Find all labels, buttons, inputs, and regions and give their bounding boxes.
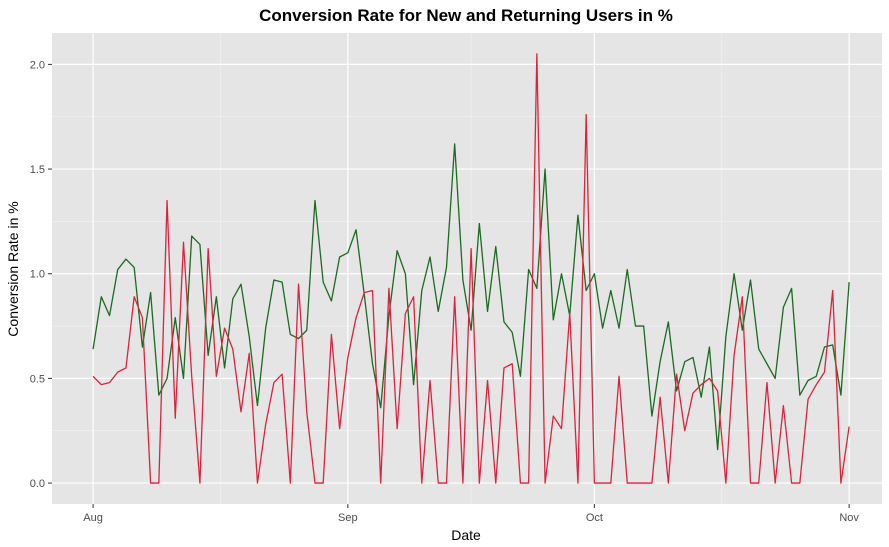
x-tick-label: Oct xyxy=(586,512,603,524)
x-tick-label: Nov xyxy=(839,512,859,524)
y-tick-label: 0.5 xyxy=(30,373,45,385)
minor-grid xyxy=(52,33,882,504)
y-tick-label: 1.0 xyxy=(30,269,45,281)
series-line-0 xyxy=(92,143,850,451)
y-axis: 0.0 0.5 1.0 1.5 2.0 xyxy=(30,59,52,490)
plot-panel xyxy=(52,33,882,504)
x-axis-title: Date xyxy=(451,527,481,543)
y-tick-label: 0.0 xyxy=(30,478,45,490)
y-tick-label: 1.5 xyxy=(30,164,45,176)
x-axis: Aug Sep Oct Nov xyxy=(83,504,859,524)
series-line-1 xyxy=(92,53,850,484)
x-tick-label: Aug xyxy=(83,512,103,524)
series-layer xyxy=(92,53,850,484)
chart-title: Conversion Rate for New and Returning Us… xyxy=(259,6,673,25)
y-axis-title: Conversion Rate in % xyxy=(5,201,21,336)
y-tick-label: 2.0 xyxy=(30,59,45,71)
x-tick-label: Sep xyxy=(338,512,358,524)
